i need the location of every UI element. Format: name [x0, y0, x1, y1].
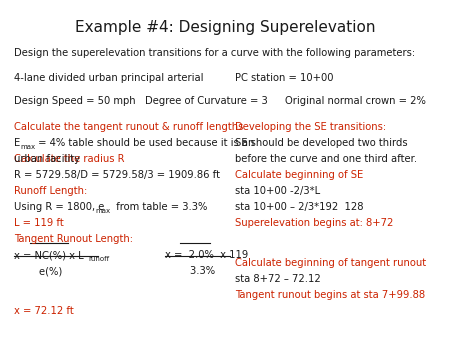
Text: 3.3%: 3.3%: [165, 266, 215, 276]
Text: Original normal crown = 2%: Original normal crown = 2%: [285, 96, 426, 106]
Text: Tangent runout begins at sta 7+99.88: Tangent runout begins at sta 7+99.88: [235, 290, 425, 300]
Text: x = 72.12 ft: x = 72.12 ft: [14, 306, 74, 316]
Text: Example #4: Designing Superelevation: Example #4: Designing Superelevation: [75, 20, 375, 35]
Text: max: max: [95, 208, 110, 214]
Text: R = 5729.58/D = 5729.58/3 = 1909.86 ft: R = 5729.58/D = 5729.58/3 = 1909.86 ft: [14, 170, 220, 180]
Text: Degree of Curvature = 3: Degree of Curvature = 3: [145, 96, 268, 106]
Text: urban facility: urban facility: [14, 154, 80, 164]
Text: Superelevation begins at: 8+72: Superelevation begins at: 8+72: [235, 218, 393, 228]
Text: Using R = 1800, e: Using R = 1800, e: [14, 202, 104, 212]
Text: sta 8+72 – 72.12: sta 8+72 – 72.12: [235, 274, 321, 284]
Text: x = NC(%) x L: x = NC(%) x L: [14, 250, 84, 260]
Text: Runoff Length:: Runoff Length:: [14, 186, 87, 196]
Text: runoff: runoff: [88, 256, 109, 262]
Text: sta 10+00 – 2/3*192  128: sta 10+00 – 2/3*192 128: [235, 202, 364, 212]
Text: Calculate beginning of SE: Calculate beginning of SE: [235, 170, 363, 180]
Text: sta 10+00 -2/3*L: sta 10+00 -2/3*L: [235, 186, 320, 196]
Text: E: E: [14, 138, 20, 148]
Text: Calculate the tangent runout & runoff lengths: Calculate the tangent runout & runoff le…: [14, 122, 243, 132]
Text: Tangent Runout Length:: Tangent Runout Length:: [14, 234, 133, 244]
Text: = 4% table should be used because it is an: = 4% table should be used because it is …: [35, 138, 254, 148]
Text: before the curve and one third after.: before the curve and one third after.: [235, 154, 417, 164]
Text: Calculate the radius R: Calculate the radius R: [14, 154, 125, 164]
Text: Developing the SE transitions:: Developing the SE transitions:: [235, 122, 386, 132]
Text: L = 119 ft: L = 119 ft: [14, 218, 64, 228]
Text: SE should be developed two thirds: SE should be developed two thirds: [235, 138, 408, 148]
Text: e(%): e(%): [14, 266, 62, 276]
Text: Calculate beginning of tangent runout: Calculate beginning of tangent runout: [235, 258, 426, 268]
Text: PC station = 10+00: PC station = 10+00: [235, 73, 333, 83]
Text: 4-lane divided urban principal arterial: 4-lane divided urban principal arterial: [14, 73, 203, 83]
Text: Design the superelevation transitions for a curve with the following parameters:: Design the superelevation transitions fo…: [14, 48, 415, 58]
Text: x =  2.0%  x 119: x = 2.0% x 119: [165, 250, 248, 260]
Text: max: max: [20, 144, 35, 150]
Text: from table = 3.3%: from table = 3.3%: [113, 202, 207, 212]
Text: Design Speed = 50 mph: Design Speed = 50 mph: [14, 96, 135, 106]
